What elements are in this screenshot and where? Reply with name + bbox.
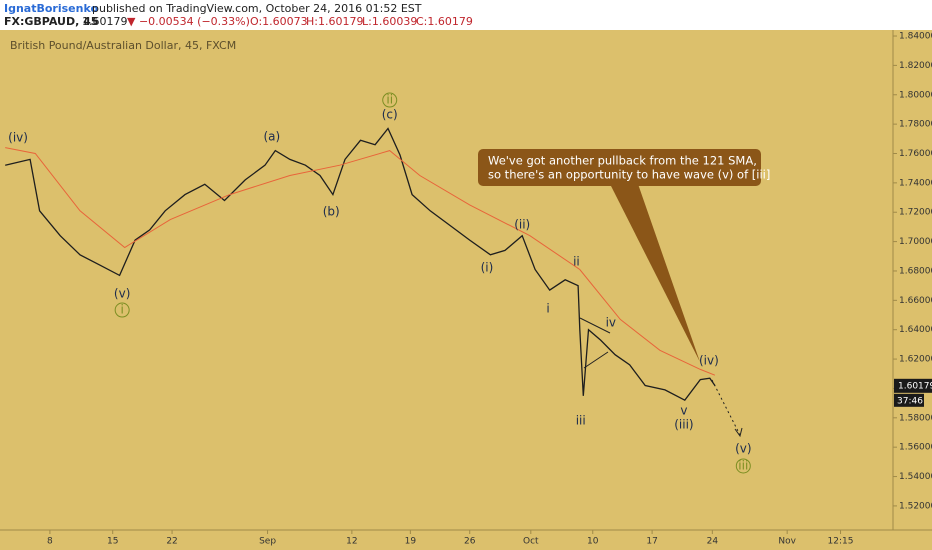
x-tick-label: 8 bbox=[47, 537, 53, 547]
annotation: v bbox=[680, 404, 687, 418]
y-tick-label: 1.78000 bbox=[899, 120, 932, 130]
y-tick-label: 1.58000 bbox=[899, 413, 932, 423]
annotation: (v) bbox=[114, 287, 130, 301]
y-tick-label: 1.64000 bbox=[899, 325, 932, 335]
x-tick-label: 24 bbox=[707, 537, 719, 547]
triangle-line bbox=[583, 351, 609, 369]
open: O:1.60073 bbox=[250, 15, 308, 28]
y-tick-label: 1.84000 bbox=[899, 32, 932, 42]
published: published on TradingView.com, October 24… bbox=[92, 2, 422, 15]
close: C:1.60179 bbox=[416, 15, 473, 28]
x-tick-label: 22 bbox=[166, 537, 177, 547]
annotation-circle bbox=[382, 92, 398, 108]
high: H:1.60179 bbox=[306, 15, 363, 28]
low: L:1.60039 bbox=[362, 15, 417, 28]
y-tick-label: 1.68000 bbox=[899, 266, 932, 276]
series-line bbox=[5, 127, 716, 402]
callout-text: We've got another pullback from the 121 … bbox=[488, 154, 757, 168]
callout-box bbox=[478, 149, 761, 186]
x-tick-label: 26 bbox=[464, 537, 476, 547]
y-tick-label: 1.70000 bbox=[899, 237, 932, 247]
annotation: (a) bbox=[263, 130, 280, 144]
annotation: ii bbox=[573, 255, 580, 269]
annotation: iii bbox=[576, 414, 586, 428]
subtitle: British Pound/Australian Dollar, 45, FXC… bbox=[10, 39, 236, 52]
triangle-line bbox=[579, 317, 611, 334]
annotation: (iv) bbox=[8, 131, 28, 145]
annotation: i bbox=[120, 303, 123, 317]
projection-arrow bbox=[734, 427, 743, 438]
annotation: (ii) bbox=[514, 218, 530, 232]
x-tick-label: Sep bbox=[259, 537, 276, 547]
callout-pointer bbox=[610, 184, 700, 362]
change: ▼ −0.00534 (−0.33%) bbox=[127, 15, 250, 28]
y-tick-label: 1.66000 bbox=[899, 296, 932, 306]
plot-background bbox=[0, 30, 932, 550]
y-tick-label: 1.72000 bbox=[899, 208, 932, 218]
x-tick-label: Nov bbox=[778, 537, 796, 547]
x-tick-label: 17 bbox=[646, 537, 657, 547]
x-tick-label: 15 bbox=[107, 537, 118, 547]
callout: We've got another pullback from the 121 … bbox=[478, 149, 770, 362]
author[interactable]: IgnatBorisenko bbox=[4, 2, 98, 15]
y-tick-label: 1.80000 bbox=[899, 90, 932, 100]
last: 1.60179 bbox=[82, 15, 128, 28]
countdown: 37:46 bbox=[897, 396, 923, 406]
annotation: (b) bbox=[323, 205, 340, 219]
y-tick-label: 1.54000 bbox=[899, 472, 932, 482]
symbol: FX:GBPAUD, 45 bbox=[4, 15, 98, 28]
y-tick-label: 1.56000 bbox=[899, 443, 932, 453]
y-tick-label: 1.62000 bbox=[899, 355, 932, 365]
price-tag-label: 1.60179 bbox=[898, 381, 932, 391]
y-tick-label: 1.82000 bbox=[899, 61, 932, 71]
y-tick-label: 1.74000 bbox=[899, 178, 932, 188]
annotation-circle bbox=[735, 458, 751, 474]
annotation: iv bbox=[606, 315, 616, 329]
y-tick-label: 1.52000 bbox=[899, 501, 932, 511]
annotation: (c) bbox=[382, 108, 398, 122]
annotation: (v) bbox=[735, 441, 751, 455]
series-line bbox=[5, 147, 716, 376]
x-tick-label: 12 bbox=[346, 537, 357, 547]
annotation: (i) bbox=[481, 261, 494, 275]
x-tick-label: 12:15 bbox=[828, 537, 854, 547]
x-tick-label: 19 bbox=[405, 537, 417, 547]
price-tag bbox=[894, 378, 932, 393]
x-tick-label: 10 bbox=[587, 537, 599, 547]
callout-text: so there's an opportunity to have wave (… bbox=[488, 168, 770, 182]
countdown-box bbox=[894, 393, 924, 407]
annotation: ii bbox=[386, 93, 393, 107]
projection bbox=[711, 379, 741, 436]
annotation: iii bbox=[738, 458, 748, 472]
y-tick-label: 1.76000 bbox=[899, 149, 932, 159]
x-tick-label: Oct bbox=[523, 537, 539, 547]
annotation: (iii) bbox=[674, 418, 693, 432]
annotation: (iv) bbox=[699, 353, 719, 367]
annotation: i bbox=[546, 302, 549, 316]
annotation-circle bbox=[114, 302, 130, 318]
